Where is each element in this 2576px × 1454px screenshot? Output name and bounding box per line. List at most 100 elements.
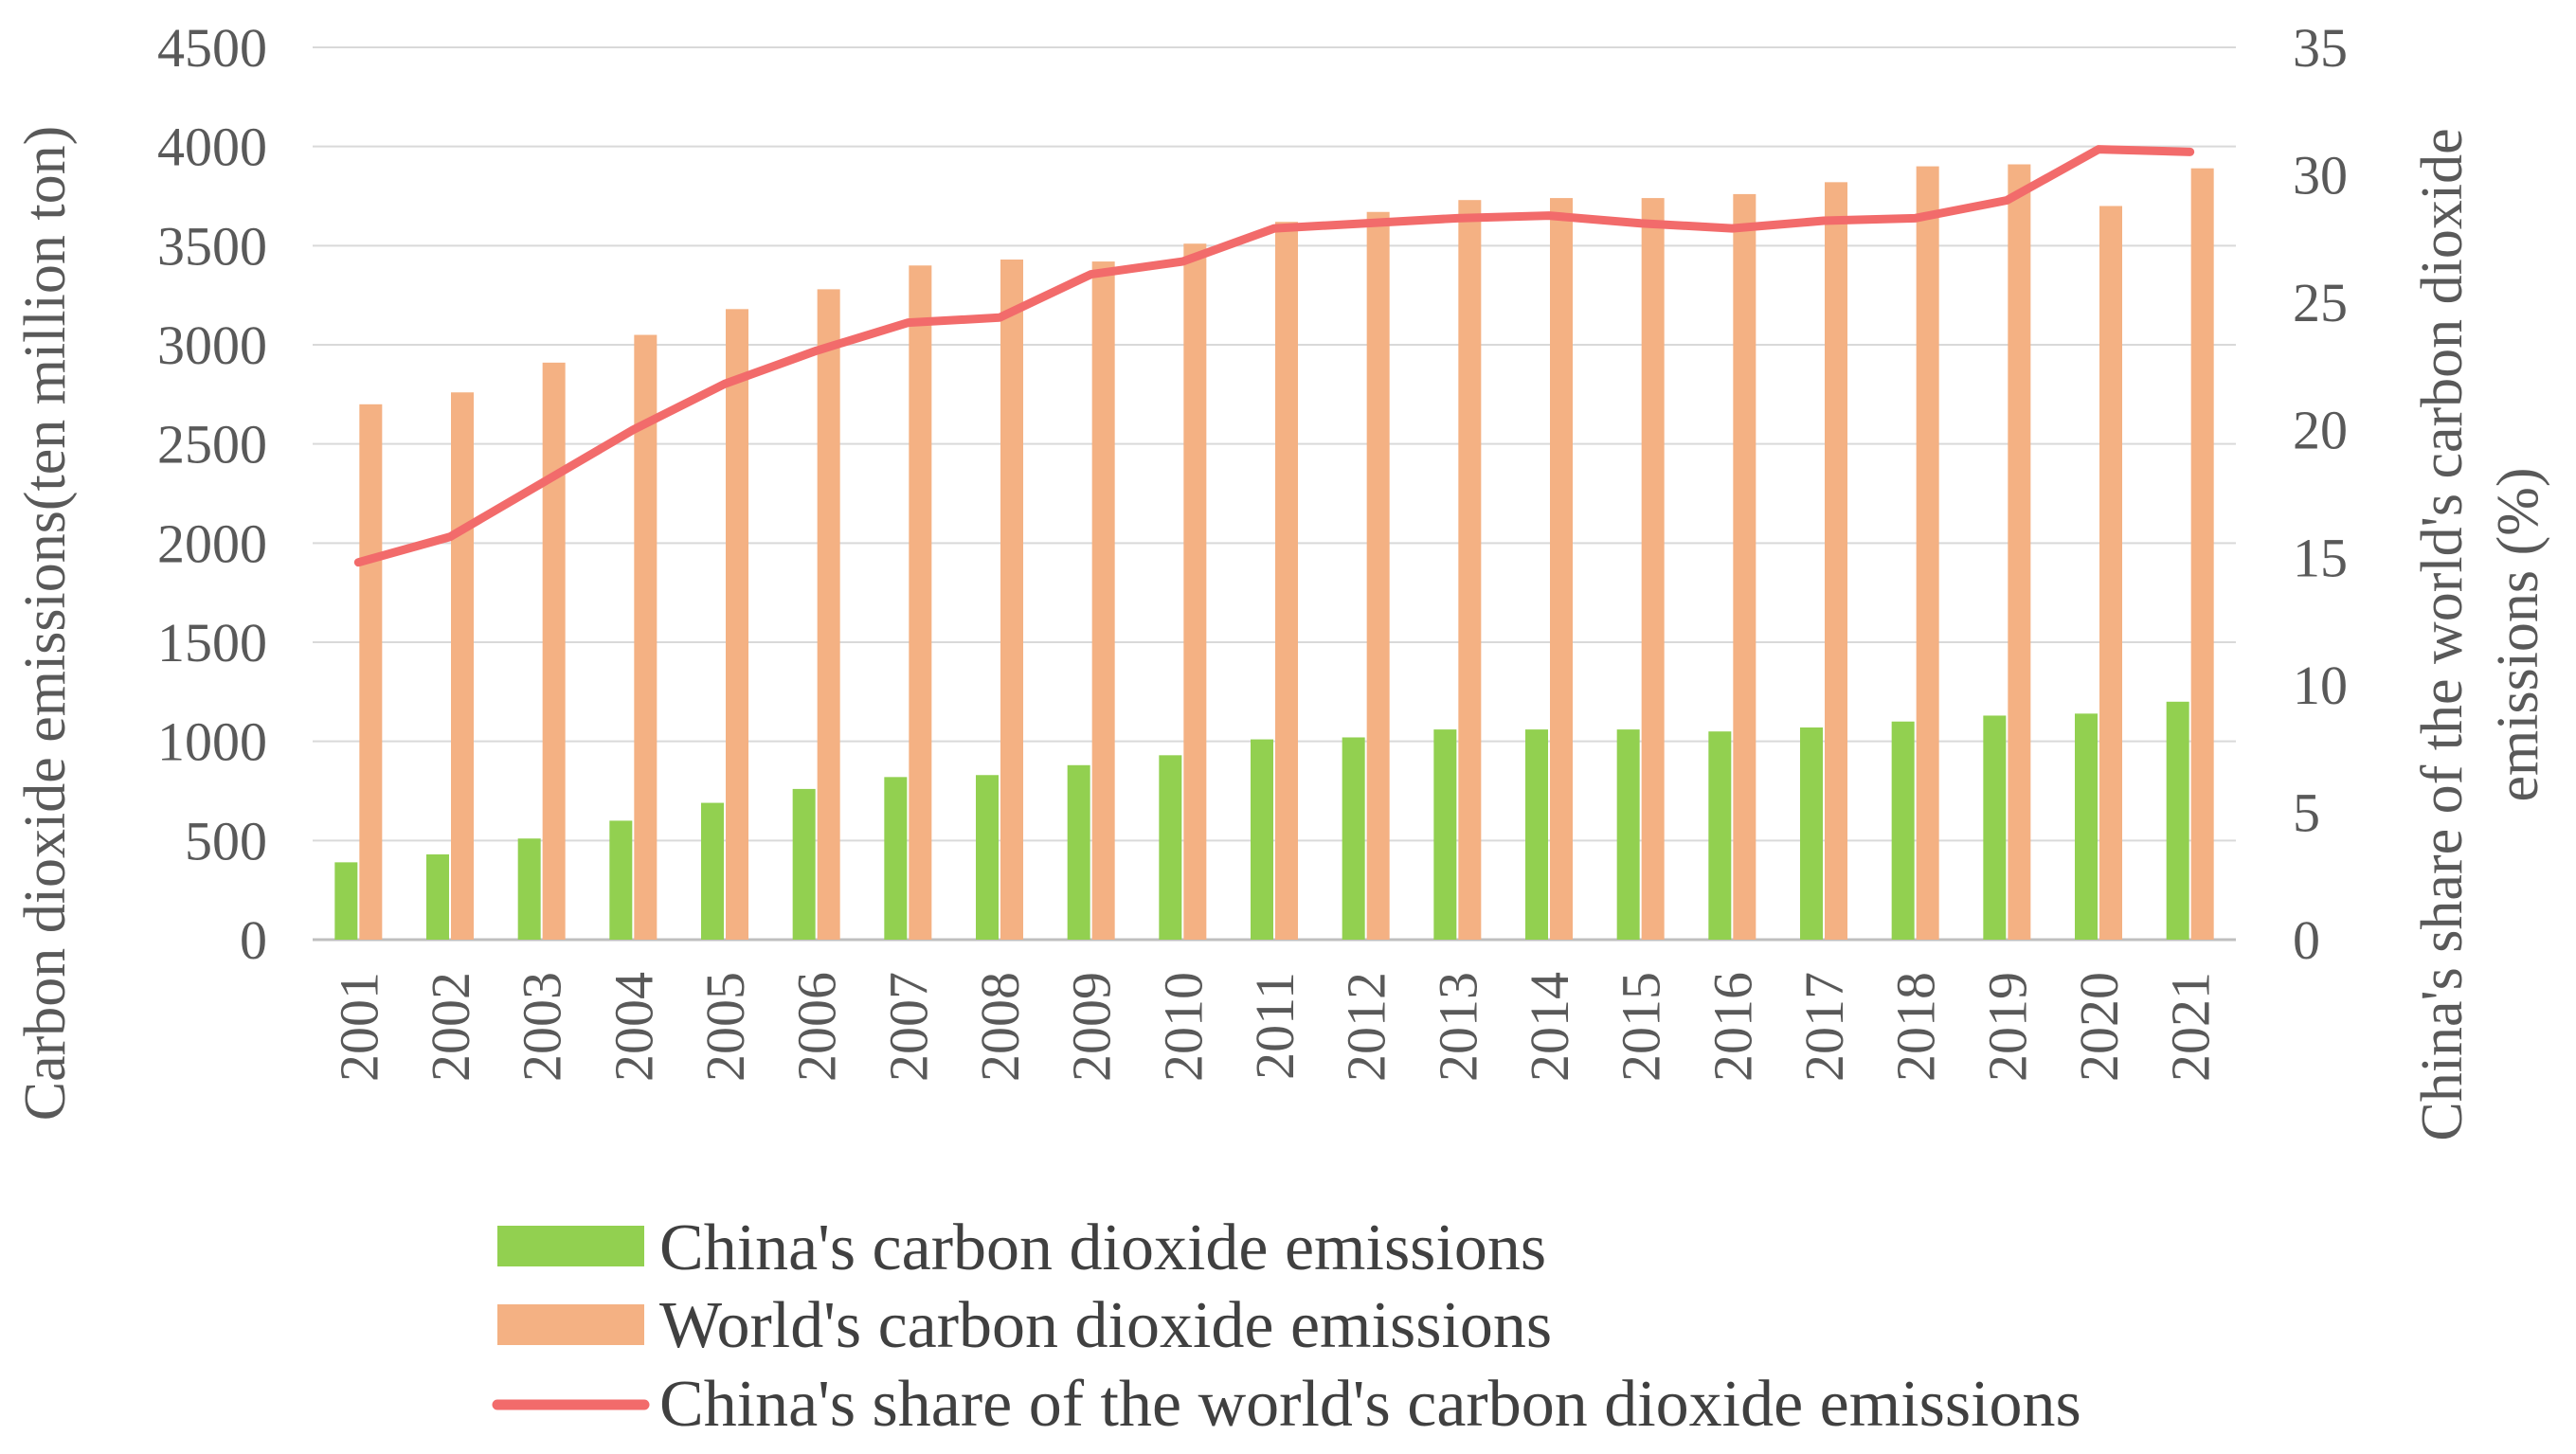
right-tick-label: 35 [2293, 17, 2348, 79]
x-tick-label: 2001 [328, 972, 389, 1082]
share-point-2006 [815, 350, 818, 352]
x-tick-label: 2010 [1152, 972, 1214, 1082]
bar-china-2004 [609, 820, 633, 940]
x-tick-label: 2021 [2160, 972, 2222, 1082]
bar-world-2019 [2008, 164, 2031, 941]
bar-china-2002 [426, 853, 449, 940]
bar-china-2021 [2166, 701, 2189, 940]
share-point-2021 [2189, 151, 2191, 153]
left-axis-ticks: 0 500 1000 1500 2000 2500 3000 3500 4000 4500 [157, 17, 267, 971]
share-point-2013 [1456, 217, 1459, 220]
right-tick-label: 10 [2293, 655, 2348, 716]
left-tick-label: 3000 [157, 314, 267, 376]
bar-world-2018 [1916, 166, 1939, 941]
right-tick-label: 20 [2293, 400, 2348, 461]
bar-world-2015 [1641, 198, 1665, 941]
bar-world-2006 [817, 289, 840, 940]
bar-china-2003 [517, 838, 541, 940]
x-tick-label: 2015 [1611, 972, 1672, 1082]
x-tick-label: 2006 [786, 972, 848, 1082]
bar-world-2002 [451, 392, 474, 940]
share-point-2009 [1090, 273, 1092, 276]
bar-china-2014 [1525, 729, 1548, 940]
right-tick-label: 25 [2293, 272, 2348, 333]
x-tick-label: 2005 [694, 972, 756, 1082]
bar-world-2021 [2190, 168, 2214, 940]
x-tick-label: 2020 [2068, 972, 2130, 1082]
x-axis-ticks: 2001 2002 2003 2004 2005 2006 2007 2008 2009 2010… [328, 972, 2221, 1082]
left-tick-label: 3500 [157, 215, 267, 277]
share-line [353, 145, 2195, 567]
share-point-2016 [1731, 227, 1734, 230]
bars [334, 164, 2214, 941]
bar-world-2013 [1458, 200, 1482, 941]
x-tick-label: 2013 [1427, 972, 1488, 1082]
left-axis-title: Carbon dioxide emissions(ten million ton… [13, 126, 78, 1121]
left-tick-label: 0 [240, 909, 267, 971]
bar-world-2009 [1091, 261, 1115, 941]
bar-china-2012 [1342, 737, 1365, 940]
bar-china-2015 [1616, 729, 1640, 940]
x-tick-label: 2003 [512, 972, 573, 1082]
bar-china-2001 [334, 862, 358, 940]
left-tick-label: 2500 [157, 414, 267, 476]
share-point-2014 [1548, 214, 1550, 217]
bar-world-2014 [1550, 198, 1573, 941]
share-point-2008 [999, 316, 1000, 319]
share-point-2011 [1273, 227, 1275, 230]
bar-china-2006 [792, 788, 816, 940]
x-tick-label: 2016 [1702, 972, 1763, 1082]
bar-world-2005 [726, 309, 748, 940]
bar-world-2004 [634, 334, 658, 940]
x-tick-label: 2009 [1061, 972, 1123, 1082]
bar-china-2008 [976, 775, 999, 940]
left-tick-label: 500 [185, 810, 267, 871]
share-point-2007 [907, 321, 910, 324]
bar-world-2016 [1733, 193, 1756, 940]
x-tick-label: 2012 [1336, 972, 1397, 1082]
gridlines [313, 46, 2236, 942]
bar-world-2001 [359, 404, 383, 940]
share-point-2010 [1181, 260, 1184, 263]
share-point-2003 [540, 482, 543, 485]
bar-world-2008 [1000, 259, 1023, 940]
x-tick-label: 2004 [603, 972, 664, 1082]
x-tick-label: 2019 [1976, 972, 2038, 1082]
right-tick-label: 5 [2293, 781, 2320, 843]
share-point-2017 [1823, 220, 1825, 223]
bar-china-2013 [1433, 729, 1457, 940]
x-tick-label: 2014 [1519, 972, 1580, 1082]
bar-china-2005 [701, 802, 724, 940]
right-axis-title-line1: China's share of the world's carbon diox… [2410, 128, 2475, 1140]
x-tick-label: 2011 [1244, 972, 1306, 1080]
legend-label-china: China's carbon dioxide emissions [659, 1212, 1546, 1284]
left-tick-label: 1500 [157, 612, 267, 673]
bar-china-2010 [1159, 755, 1182, 940]
right-tick-label: 0 [2293, 909, 2320, 971]
share-point-2020 [2098, 148, 2099, 151]
legend-swatch-world [497, 1304, 644, 1345]
legend-label-world: World's carbon dioxide emissions [659, 1289, 1552, 1362]
bar-world-2012 [1366, 211, 1390, 940]
left-tick-label: 4500 [157, 17, 267, 79]
share-point-2018 [1914, 217, 1917, 220]
share-point-2005 [724, 383, 726, 386]
share-point-2004 [632, 428, 635, 431]
share-point-2012 [1364, 222, 1367, 224]
bar-china-2011 [1251, 739, 1273, 940]
x-tick-label: 2002 [420, 972, 481, 1082]
share-line-path [353, 145, 2195, 567]
right-axis-title-line2: emissions (%) [2486, 467, 2550, 801]
bar-china-2007 [884, 777, 908, 940]
bar-world-2010 [1183, 243, 1207, 940]
x-tick-label: 2017 [1793, 972, 1855, 1082]
share-point-2001 [357, 561, 360, 564]
bar-world-2020 [2099, 206, 2122, 940]
left-tick-label: 1000 [157, 711, 267, 773]
legend: China's carbon dioxide emissions World's… [492, 1212, 2081, 1441]
bar-china-2018 [1891, 721, 1915, 940]
x-tick-label: 2008 [969, 972, 1031, 1082]
right-tick-label: 15 [2293, 527, 2348, 588]
left-tick-label: 4000 [157, 117, 267, 178]
